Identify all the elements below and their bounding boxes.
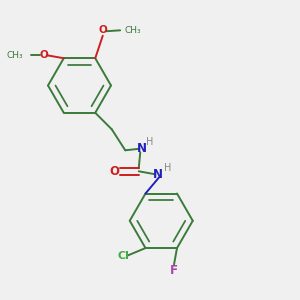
Text: CH₃: CH₃ <box>125 26 141 35</box>
Text: Cl: Cl <box>117 250 129 261</box>
Text: O: O <box>39 50 48 60</box>
Text: O: O <box>99 25 108 35</box>
Text: H: H <box>146 137 154 147</box>
Text: F: F <box>170 264 178 277</box>
Text: H: H <box>164 163 171 173</box>
Text: O: O <box>110 165 120 178</box>
Text: N: N <box>137 142 147 155</box>
Text: N: N <box>153 168 163 181</box>
Text: CH₃: CH₃ <box>7 51 23 60</box>
